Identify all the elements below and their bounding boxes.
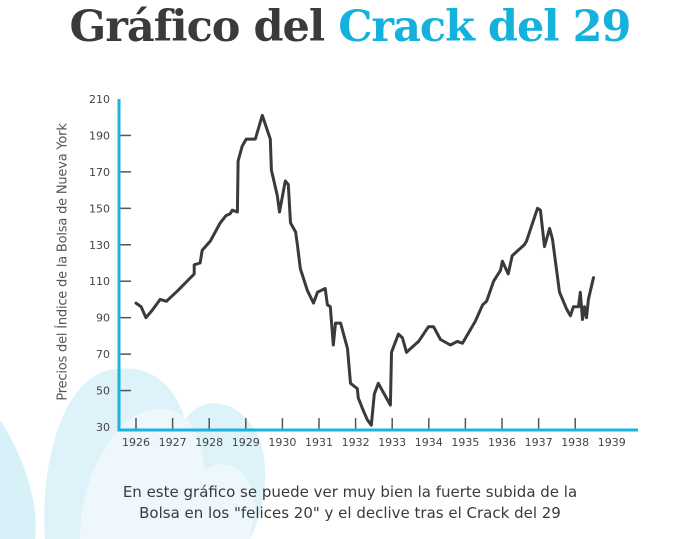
x-tick-label: 1929 [232, 436, 260, 449]
x-tick-label: 1931 [305, 436, 333, 449]
y-tick-label: 130 [89, 239, 110, 252]
y-tick-label: 170 [89, 166, 110, 179]
title-part-accent: Crack del 29 [338, 2, 631, 52]
y-tick-label: 210 [89, 93, 110, 106]
y-tick-label: 70 [96, 348, 110, 361]
index-price-line [134, 113, 595, 427]
chart-title: Gráfico del Crack del 29 [0, 2, 700, 52]
caption-line-1: En este gráfico se puede ver muy bien la… [122, 483, 578, 501]
title-part-dark: Gráfico del [69, 2, 339, 52]
x-tick-label: 1938 [561, 436, 589, 449]
y-tick-label: 90 [96, 312, 110, 325]
x-tick-label: 1927 [159, 436, 187, 449]
y-tick-label: 150 [89, 202, 110, 215]
y-tick-label: 30 [96, 421, 110, 434]
x-tick-label: 1933 [378, 436, 406, 449]
x-tick-label: 1934 [415, 436, 443, 449]
x-tick-label: 1937 [525, 436, 553, 449]
y-tick-label: 110 [89, 275, 110, 288]
cloud-blob-left [0, 420, 36, 539]
y-tick-label: 50 [96, 385, 110, 398]
cloud-blob-inner [80, 408, 255, 539]
x-axis-ticks: 1926 1927 1928 1929 1930 1931 1932 1933 1934 1935… [122, 418, 626, 449]
x-tick-label: 1930 [268, 436, 296, 449]
chart-caption: En este gráfico se puede ver muy bien la… [0, 482, 700, 524]
caption-line-2: Bolsa en los "felices 20" y el declive t… [139, 504, 561, 522]
y-axis-label: Precios del Índice de la Bolsa de Nueva … [55, 123, 71, 401]
x-tick-label: 1926 [122, 436, 150, 449]
y-tick-label: 190 [89, 129, 110, 142]
y-axis-ticks: 210 190 170 150 130 110 90 70 50 30 [89, 93, 131, 434]
x-tick-label: 1935 [451, 436, 479, 449]
x-tick-label: 1939 [598, 436, 626, 449]
x-tick-label: 1928 [195, 436, 223, 449]
x-tick-label: 1932 [342, 436, 370, 449]
x-tick-label: 1936 [488, 436, 516, 449]
